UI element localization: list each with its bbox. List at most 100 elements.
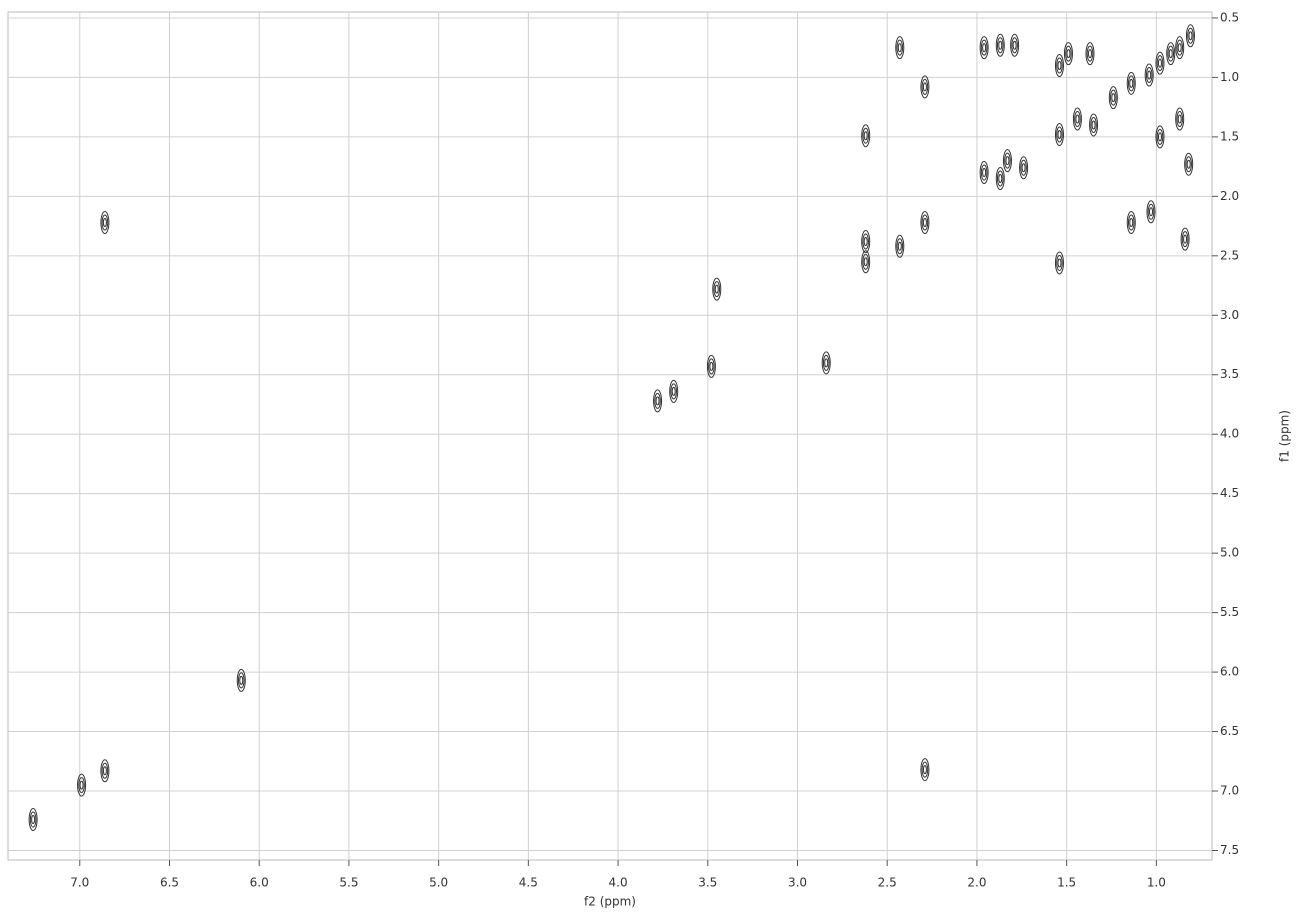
contour-ring [101, 762, 109, 779]
contour-ring [670, 383, 677, 400]
contour-ring [1180, 227, 1190, 251]
cross-peak [920, 758, 930, 782]
contour-ring [1063, 42, 1073, 66]
contour-ring [821, 351, 831, 375]
contour-ring [1057, 61, 1062, 71]
contour-ring [982, 43, 987, 53]
cross-peak [1184, 152, 1194, 176]
contour-ring [28, 808, 38, 832]
contour-ring [1019, 156, 1029, 180]
contour-ring [824, 358, 829, 368]
contour-ring [980, 39, 988, 56]
cross-peak [1072, 107, 1082, 131]
contour-ring [1089, 113, 1099, 137]
contour-ring [1111, 93, 1116, 103]
y-tick-label: 4.0 [1220, 427, 1239, 441]
contour-ring [979, 36, 989, 60]
cross-peak [1166, 42, 1176, 66]
cross-peak [1175, 36, 1185, 60]
contour-ring [102, 766, 107, 776]
y-tick-label: 3.0 [1220, 308, 1239, 322]
contour-ring [714, 284, 719, 294]
cross-peak [995, 167, 1005, 191]
cross-peak [979, 161, 989, 185]
contour-ring [671, 386, 676, 396]
contour-ring [979, 161, 989, 185]
contour-ring [101, 214, 109, 231]
contour-ring [1126, 211, 1136, 235]
contour-ring [862, 233, 869, 250]
contour-ring [1057, 130, 1062, 140]
contour-ring [1072, 107, 1082, 131]
contour-ring [239, 675, 244, 685]
cross-peak [861, 250, 871, 274]
cross-peak [706, 354, 716, 378]
y-tick-label: 2.0 [1220, 189, 1239, 203]
contour-ring [1176, 111, 1184, 128]
contour-ring [1145, 67, 1153, 84]
contour-ring [1012, 40, 1017, 50]
cross-peak [1126, 211, 1136, 235]
y-tick-label: 6.5 [1220, 724, 1239, 738]
cross-peak [77, 773, 87, 797]
contour-ring [920, 211, 930, 235]
contour-ring [862, 253, 869, 270]
cross-peak [1180, 227, 1190, 251]
contour-ring [1056, 254, 1063, 271]
y-tick-label: 5.0 [1220, 546, 1239, 560]
contour-ring [1166, 42, 1176, 66]
contour-ring [822, 354, 830, 371]
contour-ring [921, 214, 929, 231]
contour-ring [1155, 125, 1165, 149]
contour-ring [921, 761, 929, 778]
x-tick-label: 2.5 [878, 876, 897, 890]
contour-ring [1091, 120, 1096, 130]
contour-ring [1011, 37, 1018, 54]
cross-peak [861, 230, 871, 254]
contour-ring [1156, 128, 1164, 145]
y-tick-label: 3.5 [1220, 367, 1239, 381]
y-tick-label: 7.0 [1220, 784, 1239, 798]
contour-ring [1074, 111, 1081, 128]
contour-ring [982, 168, 987, 178]
cross-peak [1155, 51, 1165, 75]
contour-ring [1129, 218, 1134, 228]
contour-ring [102, 218, 107, 228]
contour-ring [669, 379, 679, 403]
contour-ring [1177, 43, 1182, 53]
cross-peak [1054, 123, 1064, 147]
contour-ring [922, 218, 927, 228]
contour-ring [998, 40, 1003, 50]
contour-ring [995, 167, 1005, 191]
contour-ring [1175, 107, 1185, 131]
contour-ring [897, 241, 902, 251]
contour-ring [708, 358, 715, 375]
contour-ring [1186, 159, 1191, 169]
cross-peak [1063, 42, 1073, 66]
contour-ring [1110, 89, 1117, 106]
cross-peak [895, 234, 905, 258]
contour-ring [1075, 114, 1080, 124]
contour-ring [1056, 57, 1063, 74]
cross-peak [1155, 125, 1165, 149]
contour-ring [1090, 116, 1097, 133]
cross-peak [1010, 33, 1020, 57]
contour-ring [1054, 54, 1064, 78]
x-tick-label: 5.5 [339, 876, 358, 890]
contour-ring [861, 230, 871, 254]
contour-ring [1168, 49, 1173, 59]
contour-ring [897, 43, 902, 53]
cross-peak [1144, 63, 1154, 87]
contour-ring [713, 281, 721, 298]
y-tick-label: 0.5 [1220, 10, 1239, 24]
x-tick-label: 2.0 [967, 876, 986, 890]
cross-peak [1185, 24, 1195, 48]
contour-ring [712, 277, 722, 301]
contour-ring [1004, 152, 1011, 169]
contour-ring [1175, 36, 1185, 60]
contour-ring [654, 392, 661, 409]
contour-ring [1126, 71, 1136, 95]
contour-ring [1155, 51, 1165, 75]
x-tick-label: 6.5 [160, 876, 179, 890]
